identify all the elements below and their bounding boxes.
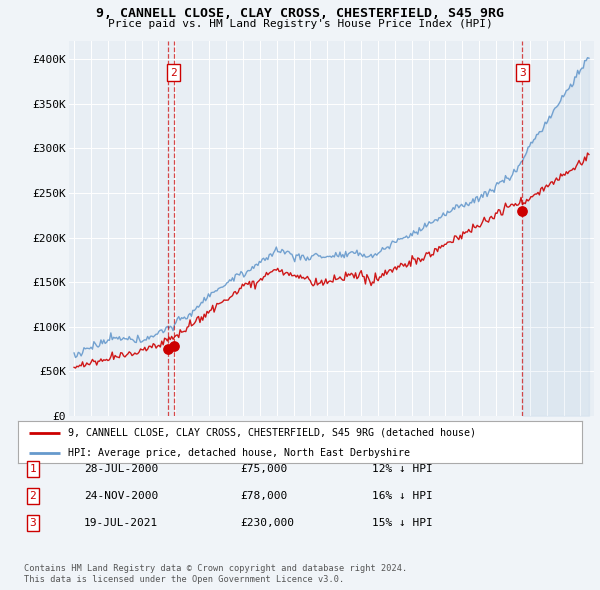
Text: 19-JUL-2021: 19-JUL-2021	[84, 519, 158, 528]
Text: 3: 3	[519, 67, 526, 77]
Point	[517, 206, 527, 215]
Text: 3: 3	[29, 519, 37, 528]
Text: HPI: Average price, detached house, North East Derbyshire: HPI: Average price, detached house, Nort…	[68, 448, 410, 457]
Text: 12% ↓ HPI: 12% ↓ HPI	[372, 464, 433, 474]
Text: Price paid vs. HM Land Registry's House Price Index (HPI): Price paid vs. HM Land Registry's House …	[107, 19, 493, 29]
Text: 9, CANNELL CLOSE, CLAY CROSS, CHESTERFIELD, S45 9RG (detached house): 9, CANNELL CLOSE, CLAY CROSS, CHESTERFIE…	[68, 428, 476, 438]
Text: £78,000: £78,000	[240, 491, 287, 501]
Text: 28-JUL-2000: 28-JUL-2000	[84, 464, 158, 474]
Text: 16% ↓ HPI: 16% ↓ HPI	[372, 491, 433, 501]
Text: 1: 1	[29, 464, 37, 474]
Text: 24-NOV-2000: 24-NOV-2000	[84, 491, 158, 501]
Text: This data is licensed under the Open Government Licence v3.0.: This data is licensed under the Open Gov…	[24, 575, 344, 584]
Text: £230,000: £230,000	[240, 519, 294, 528]
Point	[163, 345, 173, 354]
Text: 2: 2	[170, 67, 177, 77]
Text: Contains HM Land Registry data © Crown copyright and database right 2024.: Contains HM Land Registry data © Crown c…	[24, 565, 407, 573]
Text: 9, CANNELL CLOSE, CLAY CROSS, CHESTERFIELD, S45 9RG: 9, CANNELL CLOSE, CLAY CROSS, CHESTERFIE…	[96, 7, 504, 20]
Point	[169, 342, 178, 351]
Text: 15% ↓ HPI: 15% ↓ HPI	[372, 519, 433, 528]
Text: 2: 2	[29, 491, 37, 501]
Text: £75,000: £75,000	[240, 464, 287, 474]
